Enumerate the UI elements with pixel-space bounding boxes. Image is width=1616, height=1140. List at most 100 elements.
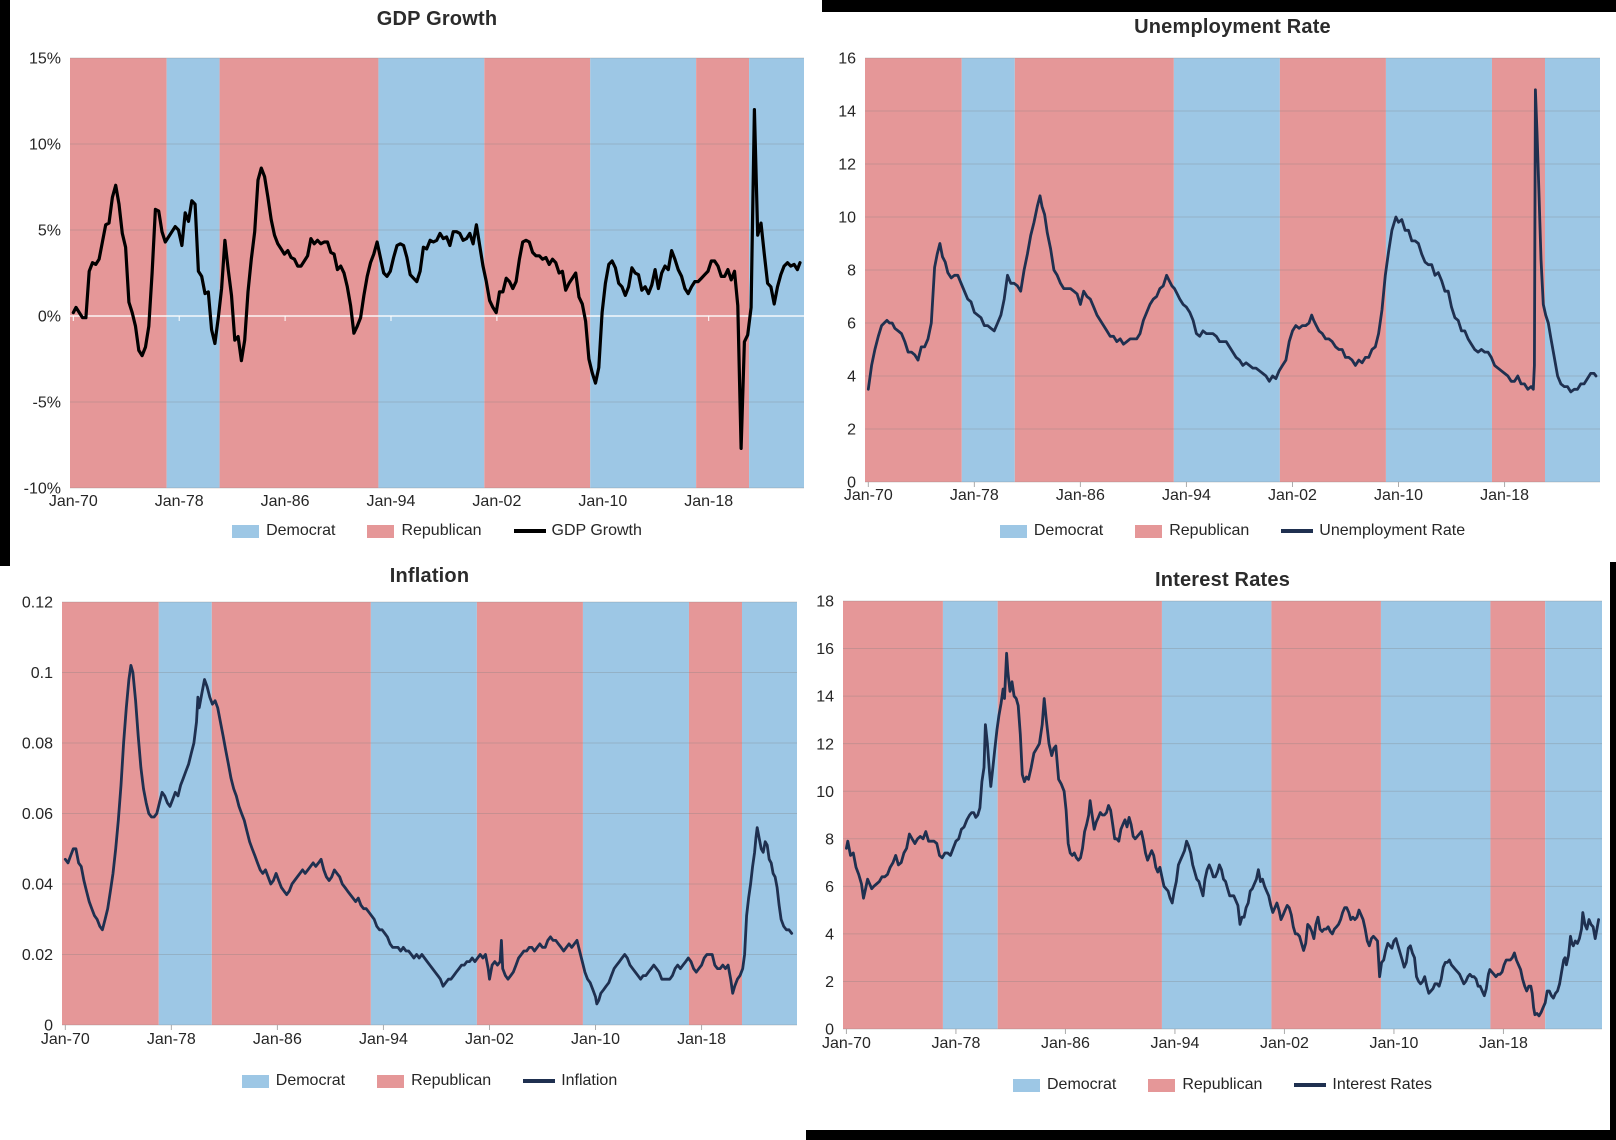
x-tick-label: Jan-70 <box>41 1031 90 1048</box>
chart-legend: Democrat Republican GDP Growth <box>70 522 804 540</box>
x-tick-label: Jan-78 <box>950 487 999 504</box>
democrat-swatch <box>999 524 1027 538</box>
democrat-band <box>1545 601 1602 1029</box>
x-tick-label: Jan-78 <box>931 1035 980 1052</box>
republican-swatch <box>1148 1078 1176 1092</box>
border-bar-right <box>1610 562 1616 1140</box>
republican-band <box>484 58 591 488</box>
x-tick-label: Jan-18 <box>1479 1035 1528 1052</box>
legend-item-democrat-label: Democrat <box>275 1072 346 1089</box>
legend-item-democrat: Democrat <box>232 522 335 540</box>
border-bar-left <box>0 0 10 566</box>
y-tick-label: 10 <box>816 784 834 801</box>
chart-title: GDP Growth <box>376 8 498 30</box>
series-line-swatch <box>523 1079 556 1083</box>
republican-swatch <box>367 524 395 538</box>
republican-swatch <box>377 1074 405 1088</box>
chart-title: Unemployment Rate <box>1134 16 1331 38</box>
legend-item-series: Unemployment Rate <box>1281 522 1465 540</box>
chart-gdp-growth: GDP Growth 15% 10% 5% 0% -5% -10% Jan-70 Jan-78… <box>0 0 808 557</box>
democrat-band <box>370 602 477 1025</box>
y-tick-label: 14 <box>816 689 834 706</box>
legend-item-series-label: Unemployment Rate <box>1319 522 1466 539</box>
legend-item-republican-label: Republican <box>411 1072 492 1089</box>
democrat-swatch <box>241 1074 269 1088</box>
x-tick-label: Jan-02 <box>1260 1035 1309 1052</box>
x-tick-label: Jan-78 <box>155 493 204 510</box>
y-tick-label: 4 <box>847 369 856 386</box>
y-tick-label: 2 <box>847 422 856 439</box>
x-tick-label: Jan-86 <box>261 493 310 510</box>
y-tick-label: 10 <box>838 210 856 227</box>
chart-legend: Democrat Republican Unemployment Rate <box>865 522 1600 540</box>
y-tick-label: 2 <box>825 974 834 991</box>
y-tick-label: 12 <box>816 736 834 753</box>
series-line <box>71 108 802 450</box>
chart-title: Interest Rates <box>1154 569 1291 591</box>
y-tick-label: 0.1 <box>31 665 53 682</box>
legend-item-democrat: Democrat <box>241 1072 346 1090</box>
democrat-swatch <box>1012 1078 1040 1092</box>
x-tick-label: Jan-70 <box>49 493 98 510</box>
democrat-band <box>1380 601 1491 1029</box>
republican-band <box>476 602 583 1025</box>
y-tick-label: 0% <box>38 309 61 326</box>
x-tick-label: Jan-10 <box>1369 1035 1418 1052</box>
republican-band <box>997 601 1162 1029</box>
y-tick-label: 0 <box>825 1022 834 1039</box>
x-tick-label: Jan-94 <box>367 493 416 510</box>
legend-item-series: Interest Rates <box>1294 1076 1432 1094</box>
democrat-band <box>1544 58 1600 482</box>
legend-item-series-label: Interest Rates <box>1332 1076 1433 1093</box>
democrat-band <box>1385 58 1492 482</box>
x-tick-label: Jan-02 <box>1268 487 1317 504</box>
y-tick-label: 16 <box>816 641 834 658</box>
republican-band <box>688 602 742 1025</box>
republican-band <box>219 58 379 488</box>
y-tick-label: 5% <box>38 223 61 240</box>
republican-band <box>1271 601 1381 1029</box>
x-tick-label: Jan-86 <box>253 1031 302 1048</box>
republican-swatch <box>1135 524 1163 538</box>
chart-title: Inflation <box>389 565 470 587</box>
republican-band <box>1490 601 1546 1029</box>
legend-item-republican-label: Republican <box>401 522 482 539</box>
legend-item-series-label: GDP Growth <box>551 522 642 539</box>
democrat-swatch <box>232 524 260 538</box>
x-tick-label: Jan-94 <box>1162 487 1211 504</box>
democrat-band <box>741 602 797 1025</box>
legend-item-democrat: Democrat <box>1012 1076 1116 1094</box>
republican-band <box>211 602 371 1025</box>
x-tick-label: Jan-94 <box>1150 1035 1199 1052</box>
y-tick-label: 4 <box>825 926 834 943</box>
y-tick-label: 8 <box>847 263 856 280</box>
legend-item-republican: Republican <box>367 522 482 540</box>
chart-inflation: Inflation 0.12 0.1 0.08 0.06 0.04 0.02 0 Jan-70… <box>0 557 808 1140</box>
republican-band <box>1279 58 1386 482</box>
chart-legend: Democrat Republican Interest Rates <box>843 1076 1602 1094</box>
y-tick-label: 16 <box>838 51 856 68</box>
legend-item-democrat: Democrat <box>999 522 1104 540</box>
y-tick-label: 14 <box>838 104 856 121</box>
x-tick-label: Jan-86 <box>1041 1035 1090 1052</box>
legend-item-republican: Republican <box>377 1072 491 1090</box>
chart-legend: Democrat Republican Inflation <box>62 1072 797 1090</box>
x-tick-label: Jan-02 <box>465 1031 514 1048</box>
legend-item-republican: Republican <box>1148 1076 1262 1094</box>
series-line <box>845 651 1600 1018</box>
x-tick-label: Jan-02 <box>472 493 521 510</box>
legend-item-democrat-label: Democrat <box>1033 522 1104 539</box>
x-tick-label: Jan-70 <box>822 1035 871 1052</box>
y-tick-label: 8 <box>825 831 834 848</box>
democrat-band <box>158 602 212 1025</box>
legend-item-republican-label: Republican <box>1169 522 1250 539</box>
democrat-band <box>1173 58 1280 482</box>
legend-item-democrat-label: Democrat <box>266 522 336 539</box>
y-tick-label: 0 <box>847 475 856 492</box>
border-bar-top <box>822 0 1616 12</box>
legend-item-series: Inflation <box>523 1072 617 1090</box>
legend-item-series: GDP Growth <box>513 522 642 540</box>
legend-item-republican: Republican <box>1135 522 1249 540</box>
